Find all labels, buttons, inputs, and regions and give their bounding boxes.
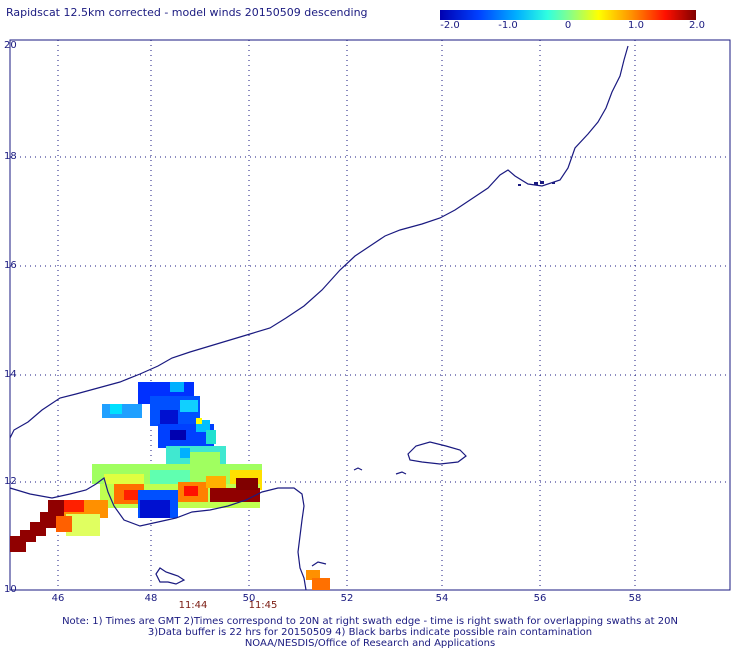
wind-cell xyxy=(170,430,186,440)
wind-cell xyxy=(110,404,122,414)
wind-swath xyxy=(10,382,330,590)
island-small xyxy=(311,561,327,567)
colorbar-label: 0 xyxy=(564,20,572,31)
coastline-arabia xyxy=(9,45,629,439)
wind-cell xyxy=(66,514,100,536)
wind-cell xyxy=(206,430,216,444)
wind-cell xyxy=(184,486,198,496)
wind-cell xyxy=(312,578,330,590)
island-dot xyxy=(552,182,555,184)
island-small xyxy=(395,471,407,475)
wind-cell xyxy=(124,490,138,500)
coast-bay xyxy=(155,567,186,585)
wind-cell xyxy=(10,536,26,552)
colorbar-gradient xyxy=(440,10,696,20)
lon-label: 48 xyxy=(144,593,158,604)
lat-label: 14 xyxy=(4,369,17,380)
lon-label: 50 xyxy=(242,593,256,604)
wind-cell xyxy=(56,516,72,532)
wind-cell xyxy=(180,400,198,412)
lon-label: 52 xyxy=(340,593,354,604)
wind-cell xyxy=(140,500,170,518)
colorbar-label: 2.0 xyxy=(689,20,705,31)
lat-label: 10 xyxy=(4,584,17,595)
footnote: 3)Data buffer is 22 hrs for 20150509 4) … xyxy=(147,627,593,638)
wind-cell xyxy=(306,570,320,580)
lon-label: 56 xyxy=(533,593,547,604)
wind-cell xyxy=(190,452,220,464)
wind-cell xyxy=(60,500,84,512)
wind-cell xyxy=(180,448,190,458)
coastline-somalia xyxy=(9,476,307,591)
swath-time: 11:45 xyxy=(248,600,278,611)
island-dot xyxy=(534,182,538,185)
footnote: Note: 1) Times are GMT 2)Times correspon… xyxy=(62,616,678,627)
wind-cell xyxy=(104,474,144,486)
lon-label: 46 xyxy=(51,593,65,604)
lat-label: 16 xyxy=(4,260,17,271)
kuria-islands xyxy=(518,181,555,186)
island-socotra xyxy=(407,441,467,465)
colorbar-label: -2.0 xyxy=(440,20,460,31)
wind-cell xyxy=(196,418,202,424)
lon-label: 58 xyxy=(628,593,642,604)
colorbar-label: 1.0 xyxy=(628,20,644,31)
island-dot xyxy=(540,181,544,184)
lat-label: 20 xyxy=(4,40,17,51)
colorbar xyxy=(440,10,696,20)
coastline xyxy=(9,45,629,591)
island-small xyxy=(353,467,363,471)
lat-label: 18 xyxy=(4,151,17,162)
footnote: NOAA/NESDIS/Office of Research and Appli… xyxy=(244,638,496,649)
wind-cell xyxy=(206,476,226,488)
wind-cell xyxy=(170,382,184,392)
colorbar-label: -1.0 xyxy=(498,20,518,31)
plot-title: Rapidscat 12.5km corrected - model winds… xyxy=(6,6,368,19)
swath-time: 11:44 xyxy=(178,600,208,611)
wind-cell xyxy=(236,478,258,490)
wind-cell xyxy=(160,410,178,424)
map-plot xyxy=(9,39,731,591)
lat-label: 12 xyxy=(4,476,17,487)
lon-label: 54 xyxy=(435,593,449,604)
island-dot xyxy=(518,184,521,186)
wind-cell xyxy=(150,470,190,484)
wind-cell xyxy=(210,488,260,502)
